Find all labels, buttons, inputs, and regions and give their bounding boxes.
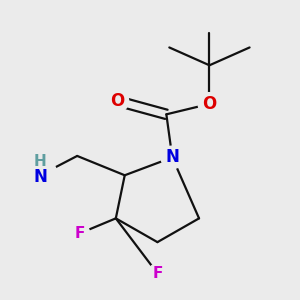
Circle shape <box>161 146 184 169</box>
Text: N: N <box>165 148 179 166</box>
Circle shape <box>198 93 221 115</box>
Text: F: F <box>152 266 163 281</box>
Text: O: O <box>110 92 124 110</box>
Text: H: H <box>34 154 46 169</box>
Circle shape <box>106 90 129 112</box>
Circle shape <box>25 160 56 191</box>
Circle shape <box>70 224 90 243</box>
Text: N: N <box>33 168 47 186</box>
Circle shape <box>23 158 57 193</box>
Text: F: F <box>75 226 85 241</box>
Circle shape <box>148 264 167 283</box>
Text: O: O <box>202 95 217 113</box>
